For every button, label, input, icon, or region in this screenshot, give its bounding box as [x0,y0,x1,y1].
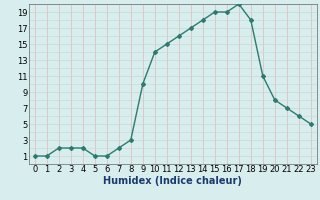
X-axis label: Humidex (Indice chaleur): Humidex (Indice chaleur) [103,176,242,186]
